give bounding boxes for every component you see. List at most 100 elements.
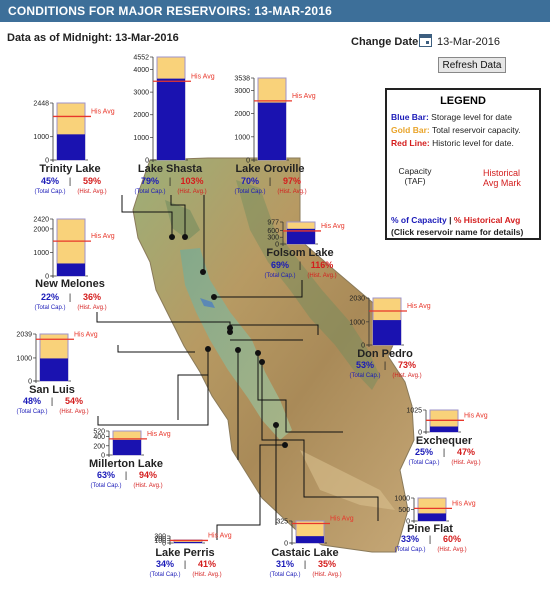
reservoir-name-link[interactable]: San Luis <box>29 384 75 396</box>
hist-avg-label: His Avg <box>407 303 431 310</box>
percent-capacity: 34% <box>156 559 174 569</box>
hist-avg-label: His Avg <box>191 73 215 80</box>
reservoir-dot <box>282 442 288 448</box>
hist-avg-label: His Avg <box>464 412 488 419</box>
reservoir-name-link[interactable]: New Melones <box>35 278 105 290</box>
separator: | <box>299 260 301 270</box>
reservoir-name-link[interactable]: Millerton Lake <box>89 458 163 470</box>
hist-avg-label: His Avg <box>147 431 171 438</box>
y-tick-label: 0 <box>145 158 149 165</box>
connector-line <box>121 195 173 237</box>
reservoir-name-link[interactable]: Folsom Lake <box>266 247 333 259</box>
hist-avg-label: His Avg <box>74 331 98 338</box>
hist-avg-caption: (Hist. Avg.) <box>392 373 421 379</box>
y-tick-label: 1000 <box>16 355 32 362</box>
connector-line <box>230 324 319 335</box>
hist-avg-label: His Avg <box>91 233 115 240</box>
percent-capacity: 69% <box>271 260 289 270</box>
y-tick-label: 0 <box>284 541 288 548</box>
total-cap-caption: (Total Cap.) <box>149 572 180 578</box>
y-tick-label: 0 <box>45 274 49 281</box>
hist-avg-label: His Avg <box>91 108 115 115</box>
connector-lines <box>96 195 379 540</box>
hist-avg-caption: (Hist. Avg.) <box>312 572 341 578</box>
storage-bar <box>157 78 185 160</box>
hist-avg-caption: (Hist. Avg.) <box>133 483 162 489</box>
separator: | <box>69 292 71 302</box>
percent-hist-avg: 36% <box>83 292 101 302</box>
calendar-icon[interactable] <box>419 34 432 47</box>
y-tick-label: 0 <box>275 242 279 249</box>
legend-blue-row: Blue Bar: Storage level for date <box>391 112 512 122</box>
percent-capacity: 25% <box>415 447 433 457</box>
total-cap-caption: (Total Cap.) <box>90 483 121 489</box>
connector-line <box>216 444 285 540</box>
hist-avg-label: His Avg <box>452 500 476 507</box>
change-date-value[interactable]: 13-Mar-2016 <box>437 36 500 48</box>
storage-bar <box>174 541 202 543</box>
storage-bar <box>430 426 458 432</box>
total-cap-caption: (Total Cap.) <box>134 189 165 195</box>
y-tick-label: 977 <box>267 220 279 227</box>
storage-bar <box>296 536 324 543</box>
reservoir-dot <box>255 350 261 356</box>
total-cap-caption: (Total Cap.) <box>16 409 47 415</box>
reservoir-name-link[interactable]: Lake Perris <box>155 547 214 559</box>
reservoir-name-link[interactable]: Castaic Lake <box>271 547 338 559</box>
reservoir-name-link[interactable]: Pine Flat <box>407 523 453 535</box>
percent-hist-avg: 41% <box>198 559 216 569</box>
legend-box: LEGEND Blue Bar: Storage level for date … <box>385 88 541 240</box>
percent-hist-avg: 97% <box>283 176 301 186</box>
hist-avg-label: His Avg <box>321 223 345 230</box>
percent-capacity: 63% <box>97 470 115 480</box>
y-tick-label: 500 <box>398 507 410 514</box>
y-tick-label: 2039 <box>16 332 32 339</box>
y-tick-label: 1000 <box>234 134 250 141</box>
hist-avg-caption: (Hist. Avg.) <box>192 572 221 578</box>
storage-bar <box>57 263 85 276</box>
storage-bar <box>418 513 446 521</box>
y-tick-label: 300 <box>154 534 166 541</box>
hist-avg-caption: (Hist. Avg.) <box>59 409 88 415</box>
percent-hist-avg: 116% <box>311 260 334 270</box>
reservoir-name-link[interactable]: Trinity Lake <box>39 163 100 175</box>
y-tick-label: 520 <box>93 429 105 436</box>
as-of-text: Data as of Midnight: 13-Mar-2016 <box>7 32 179 44</box>
connector-line <box>257 353 343 433</box>
percent-capacity: 48% <box>23 396 41 406</box>
reservoir-name-link[interactable]: Don Pedro <box>357 348 413 360</box>
percent-capacity: 79% <box>141 176 159 186</box>
reservoir-name-link[interactable]: Lake Oroville <box>235 163 304 175</box>
y-tick-label: 3000 <box>133 90 149 97</box>
separator: | <box>384 360 386 370</box>
y-tick-label: 2000 <box>234 111 250 118</box>
refresh-data-button[interactable]: Refresh Data <box>438 57 506 73</box>
total-cap-caption: (Total Cap.) <box>349 373 380 379</box>
percent-capacity: 33% <box>401 534 419 544</box>
connector-line <box>177 374 208 420</box>
percent-hist-avg: 59% <box>83 176 101 186</box>
hist-avg-caption: (Hist. Avg.) <box>77 189 106 195</box>
total-cap-caption: (Total Cap.) <box>34 305 65 311</box>
y-tick-label: 2448 <box>33 101 49 108</box>
connector-line <box>170 195 186 237</box>
y-tick-label: 1000 <box>349 319 365 326</box>
y-tick-label: 4000 <box>133 67 149 74</box>
y-tick-label: 1000 <box>33 250 49 257</box>
storage-bar <box>287 228 315 244</box>
percent-hist-avg: 54% <box>65 396 83 406</box>
percent-hist-avg: 35% <box>318 559 336 569</box>
reservoir-name-link[interactable]: Lake Shasta <box>138 163 203 175</box>
percent-capacity: 53% <box>356 360 374 370</box>
storage-bar <box>373 320 401 345</box>
total-cap-caption: (Total Cap.) <box>408 460 439 466</box>
reservoir-name-link[interactable]: Exchequer <box>416 435 473 447</box>
separator: | <box>269 176 271 186</box>
y-tick-label: 0 <box>418 430 422 437</box>
